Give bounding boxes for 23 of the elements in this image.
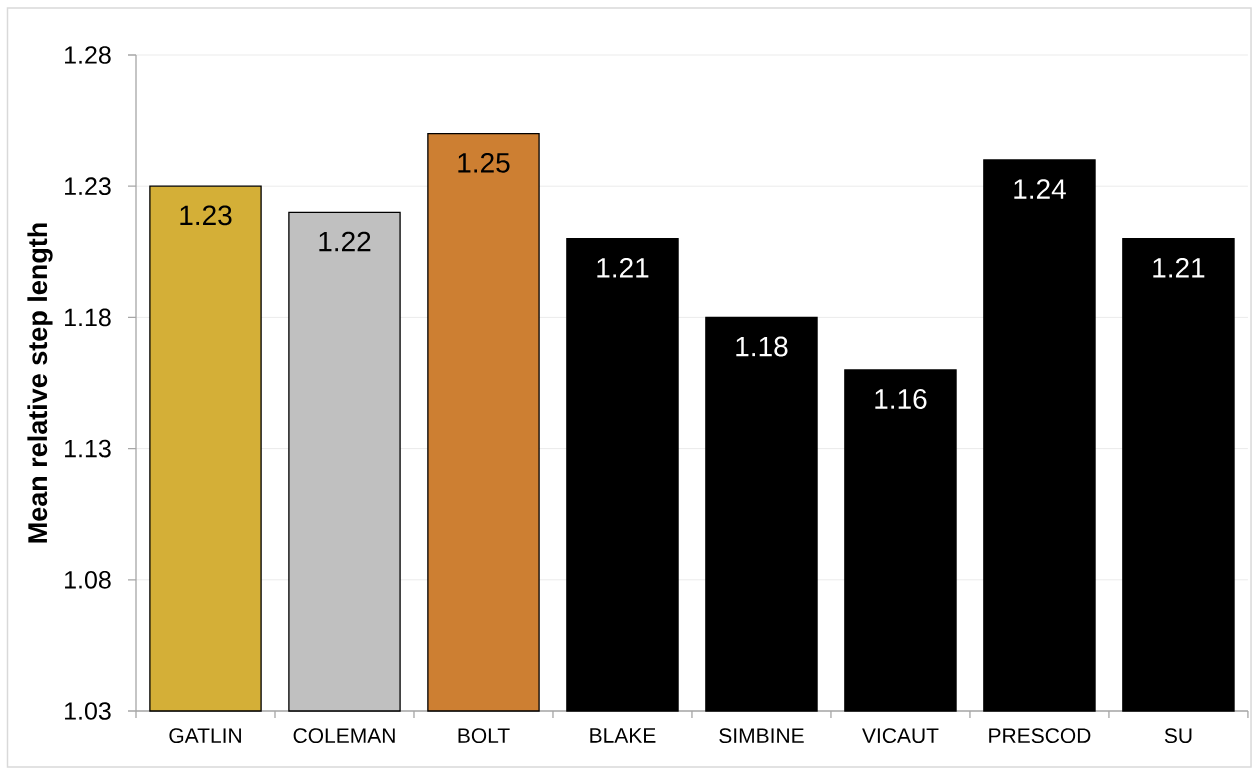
x-tick-label: BOLT	[458, 728, 510, 744]
data-label: 1.24	[1014, 179, 1066, 199]
x-tick-label: SIMBINE	[719, 728, 804, 744]
x-tick-label: COLEMAN	[293, 728, 395, 744]
data-label: 1.22	[319, 231, 371, 252]
data-label: 1.21	[597, 257, 649, 278]
data-label: 1.18	[736, 336, 788, 357]
x-tick-label: BLAKE	[590, 728, 656, 743]
data-label: 1.21	[1153, 257, 1205, 278]
x-tick-label: VICAUT	[862, 728, 939, 744]
x-tick-label: SU	[1164, 728, 1192, 744]
data-label: 1.16	[875, 389, 927, 409]
y-axis-title: Mean relative step length	[27, 223, 53, 543]
y-tick-label: 1.13	[65, 439, 111, 458]
y-tick-label: 1.18	[65, 308, 111, 327]
data-label: 1.25	[458, 152, 510, 173]
y-tick-label: 1.28	[65, 46, 111, 64]
x-tick-label: GATLIN	[169, 728, 241, 744]
x-tick-label: PRESCOD	[989, 728, 1091, 744]
y-tick-label: 1.23	[65, 177, 111, 196]
y-tick-label: 1.08	[65, 570, 111, 589]
y-tick-label: 1.03	[65, 702, 111, 720]
data-label: 1.23	[180, 205, 232, 226]
